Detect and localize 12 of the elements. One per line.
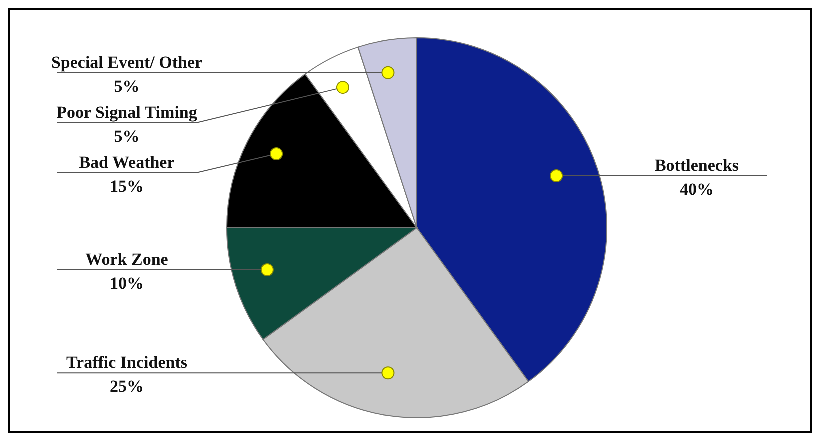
data-label: 10% [110, 274, 144, 293]
data-label: 5% [114, 126, 140, 146]
slice-label: Bottlenecks [654, 156, 740, 176]
slice-label: Traffic Incidents [66, 353, 188, 372]
slice-label: Poor Signal Timing [56, 102, 198, 122]
slice-label: Bad Weather [79, 152, 176, 172]
data-label: 5% [114, 76, 140, 96]
data-label: 15% [110, 176, 144, 196]
slice-label: Special Event/ Other [51, 52, 203, 72]
data-label: 25% [110, 377, 144, 396]
slice-label: Work Zone [86, 250, 169, 269]
data-label: 40% [680, 180, 714, 200]
